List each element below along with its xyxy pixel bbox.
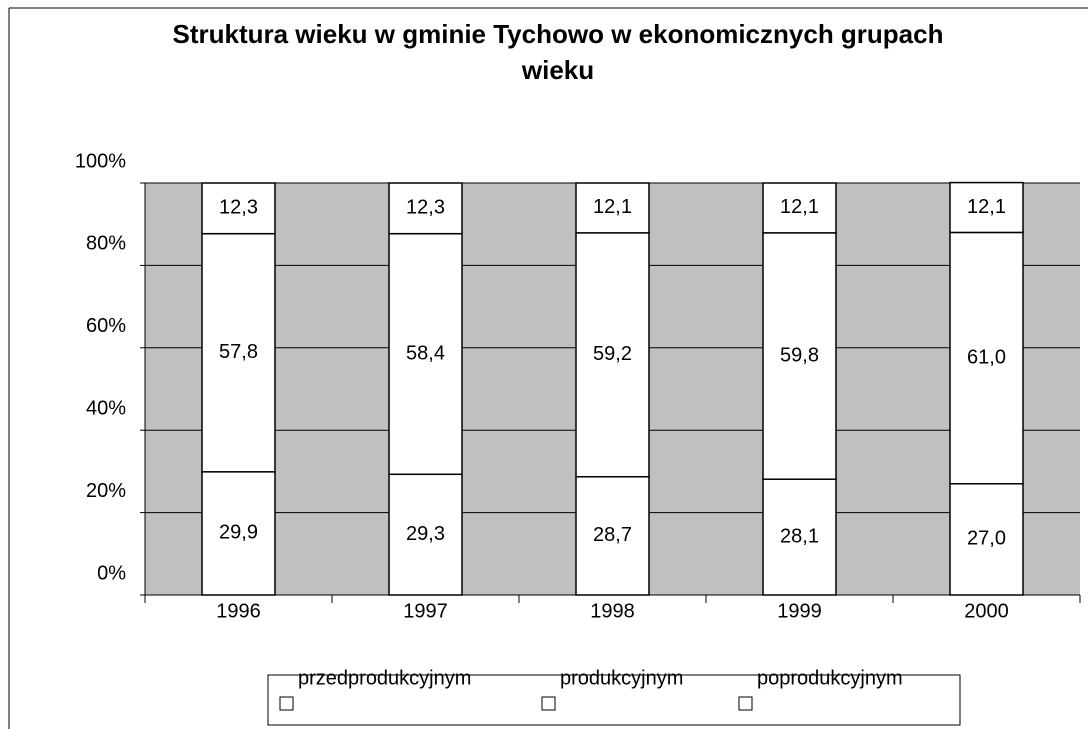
bar-segment [949,483,1024,596]
data-label: 59,8 [780,344,819,366]
y-tick-label: 40% [86,397,126,419]
x-tick-label: 1996 [216,600,261,622]
bar-segment [949,181,1024,234]
bar-segment [388,473,463,596]
y-tick-label: 20% [86,480,126,502]
data-label: 12,1 [967,196,1006,218]
data-label: 58,4 [406,342,445,364]
bar-segment [201,182,276,235]
x-tick-label: 1997 [403,600,448,622]
data-label: 28,1 [780,525,819,547]
data-label: 28,7 [593,524,632,546]
data-label: 61,0 [967,346,1006,368]
data-label: 59,2 [593,343,632,365]
bar-segment [201,471,276,596]
data-label: 27,0 [967,528,1006,550]
bar-segment [388,182,463,235]
x-tick-label: 1999 [777,600,822,622]
bar-segment [949,231,1024,485]
legend-swatch [541,696,556,711]
bar-segment [575,182,650,234]
data-label: 12,1 [593,196,632,218]
data-label: 29,9 [219,522,258,544]
bar-segment [201,232,276,473]
chart-title: Struktura wieku w gminie Tychowo w ekono… [172,19,944,85]
data-label: 57,8 [219,341,258,363]
data-label: 12,3 [219,197,258,219]
data-label: 29,3 [406,523,445,545]
data-label: 12,1 [780,196,819,218]
bar-segment [575,476,650,596]
legend-swatch [279,696,294,711]
y-tick-label: 80% [86,233,126,255]
legend-swatch [738,696,753,711]
bar-segment [762,182,837,234]
x-tick-label: 2000 [964,600,1009,622]
y-tick-label: 0% [97,562,126,584]
legend-label: przedprodukcyjnym [298,667,471,689]
legend-box [267,674,961,726]
data-label: 12,3 [406,197,445,219]
bar-segment [762,478,837,596]
y-tick-label: 60% [86,315,126,337]
bar-segment [762,232,837,480]
x-tick-label: 1998 [590,600,635,622]
legend-label: poprodukcyjnym [757,667,903,689]
bar-segment [575,232,650,478]
legend-label: produkcyjnym [560,667,683,689]
y-tick-label: 100% [75,150,126,172]
